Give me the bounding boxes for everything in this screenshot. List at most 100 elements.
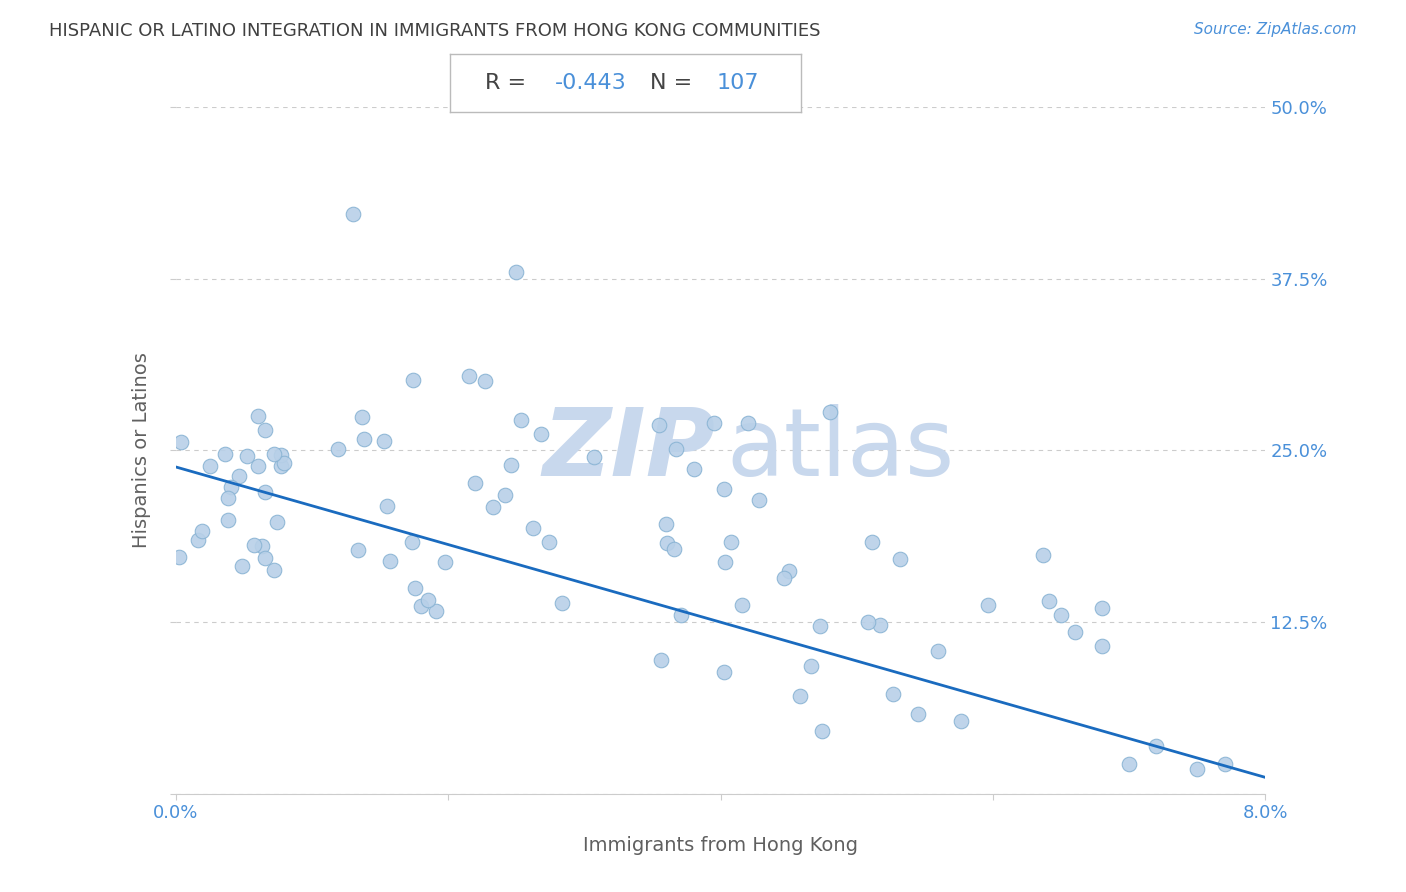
Point xyxy=(655,517,678,532)
Point xyxy=(1144,739,1167,753)
Point xyxy=(243,538,266,552)
Point xyxy=(380,554,402,568)
Point xyxy=(648,418,671,433)
Point xyxy=(404,582,426,596)
Point xyxy=(401,535,423,549)
Point xyxy=(665,442,688,456)
Point xyxy=(375,499,398,513)
Point xyxy=(860,535,883,549)
Point xyxy=(1063,624,1085,639)
Point xyxy=(263,563,285,577)
Point xyxy=(353,432,375,446)
Text: Source: ZipAtlas.com: Source: ZipAtlas.com xyxy=(1194,22,1357,37)
Point xyxy=(522,521,544,535)
Point xyxy=(474,374,496,388)
Text: R =: R = xyxy=(485,72,533,93)
Point xyxy=(713,556,735,570)
Point xyxy=(246,409,269,423)
Point xyxy=(583,450,606,464)
Point xyxy=(664,542,686,557)
Point xyxy=(538,535,561,549)
Point xyxy=(1187,762,1209,776)
Point xyxy=(550,596,572,610)
Point xyxy=(811,723,834,738)
Point xyxy=(270,448,292,462)
Point xyxy=(856,615,879,629)
Point xyxy=(342,207,364,221)
Point xyxy=(458,369,481,384)
Point xyxy=(231,558,253,573)
Point xyxy=(657,536,679,550)
Point xyxy=(818,405,841,419)
Text: 107: 107 xyxy=(717,72,759,93)
Point xyxy=(416,592,439,607)
Point xyxy=(530,426,553,441)
Point xyxy=(1032,548,1054,562)
Point xyxy=(748,493,770,508)
Point xyxy=(200,458,222,473)
Point xyxy=(907,706,929,721)
Point xyxy=(800,659,823,673)
Point xyxy=(190,524,212,539)
Point xyxy=(1038,594,1060,608)
Point xyxy=(713,665,735,680)
Point xyxy=(789,689,811,703)
Point xyxy=(778,564,800,578)
Text: ZIP: ZIP xyxy=(543,404,716,497)
Point xyxy=(950,714,973,729)
Point xyxy=(187,533,209,548)
Point xyxy=(170,435,193,450)
Point xyxy=(350,409,373,424)
Point xyxy=(273,456,295,470)
Text: atlas: atlas xyxy=(725,404,955,497)
Point xyxy=(373,434,395,448)
Point xyxy=(889,551,911,566)
Point xyxy=(253,423,276,437)
Y-axis label: Hispanics or Latinos: Hispanics or Latinos xyxy=(132,352,152,549)
X-axis label: Immigrants from Hong Kong: Immigrants from Hong Kong xyxy=(583,836,858,855)
Point xyxy=(683,462,706,476)
Text: N =: N = xyxy=(651,72,700,93)
Point xyxy=(247,459,270,474)
Point xyxy=(169,549,191,564)
Point xyxy=(228,469,250,483)
Point xyxy=(1091,601,1114,615)
Point xyxy=(669,607,692,622)
Point xyxy=(927,644,949,658)
Point xyxy=(1213,756,1236,771)
Point xyxy=(499,458,522,472)
Point xyxy=(1050,608,1073,623)
Point xyxy=(217,513,239,527)
Point xyxy=(737,416,759,430)
Point xyxy=(731,599,754,613)
Point xyxy=(270,459,292,474)
Text: -0.443: -0.443 xyxy=(555,72,627,93)
Point xyxy=(254,484,277,499)
Point xyxy=(1118,756,1140,771)
Point xyxy=(402,373,425,387)
Point xyxy=(720,535,742,549)
Point xyxy=(882,687,904,701)
Text: HISPANIC OR LATINO INTEGRATION IN IMMIGRANTS FROM HONG KONG COMMUNITIES: HISPANIC OR LATINO INTEGRATION IN IMMIGR… xyxy=(49,22,821,40)
Point xyxy=(219,480,242,494)
Point xyxy=(713,482,735,496)
Point xyxy=(253,551,276,566)
Point xyxy=(409,599,432,613)
Point xyxy=(703,416,725,430)
Point xyxy=(650,653,672,667)
Point xyxy=(347,542,370,557)
Point xyxy=(510,413,533,427)
Point xyxy=(977,599,1000,613)
Point xyxy=(482,500,505,514)
Point xyxy=(1091,639,1114,653)
Point xyxy=(263,447,285,461)
Point xyxy=(494,488,516,502)
Point xyxy=(869,618,891,632)
Point xyxy=(464,476,486,491)
Point xyxy=(266,515,288,529)
Point xyxy=(235,449,257,463)
Point xyxy=(505,265,527,279)
Point xyxy=(326,442,349,456)
Point xyxy=(808,619,831,633)
Point xyxy=(433,555,456,569)
